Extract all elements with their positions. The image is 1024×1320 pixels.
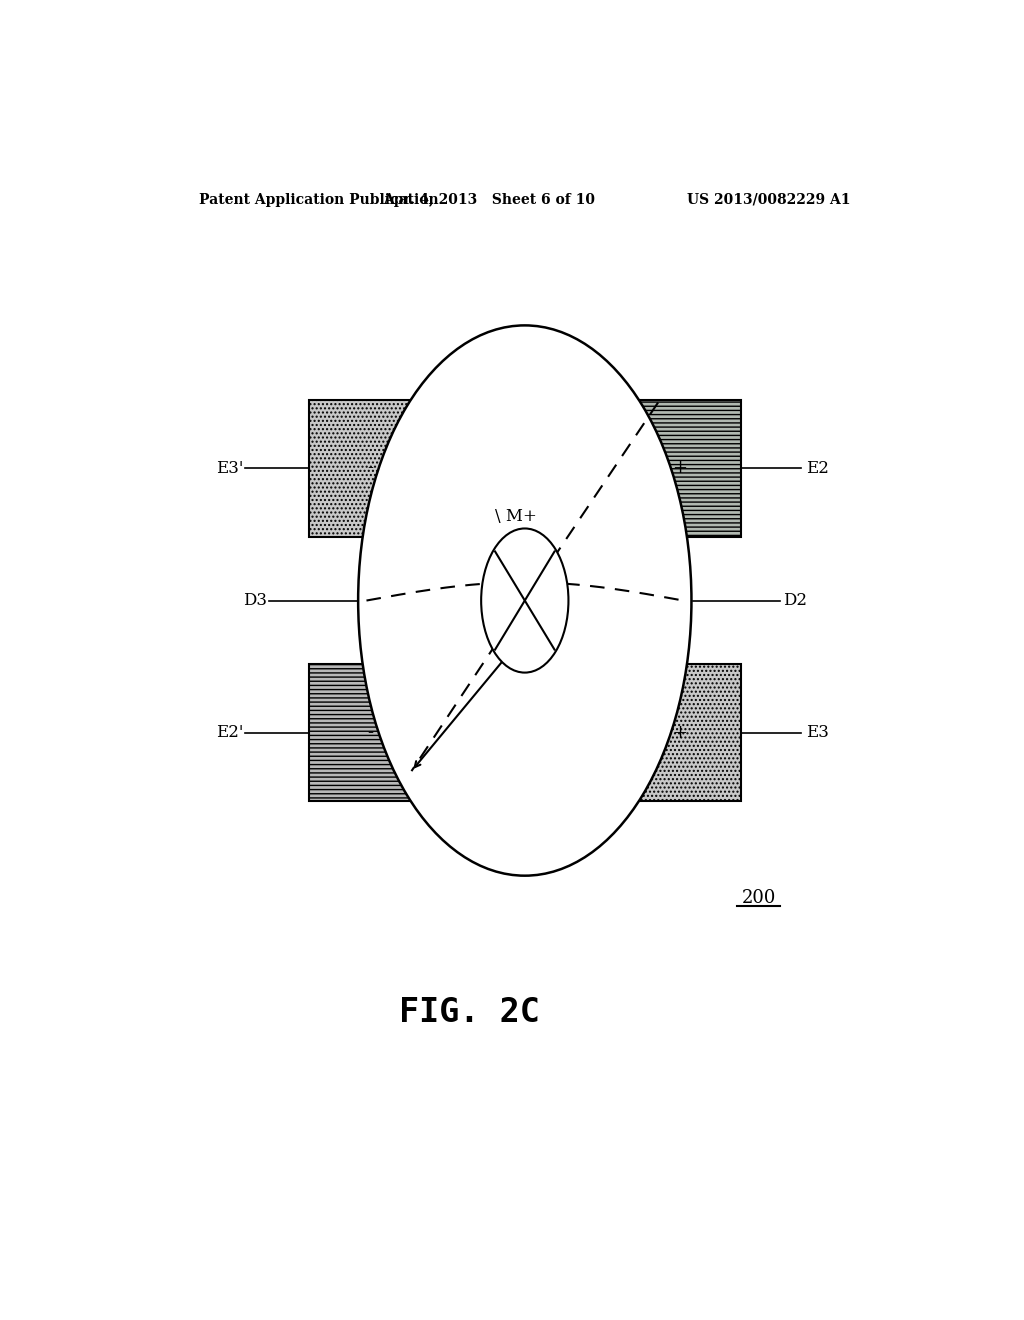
Text: -: -	[367, 459, 373, 478]
Ellipse shape	[481, 528, 568, 673]
Text: FIG. 2C: FIG. 2C	[398, 995, 540, 1028]
Text: E3: E3	[807, 725, 829, 741]
Text: E2: E2	[807, 459, 829, 477]
Text: Patent Application Publication: Patent Application Publication	[200, 193, 439, 206]
Text: \ M+: \ M+	[495, 508, 537, 524]
Text: +: +	[672, 723, 687, 742]
Bar	[618, 400, 741, 537]
Text: D2: D2	[782, 593, 807, 609]
Bar	[308, 400, 431, 537]
Text: 200: 200	[741, 890, 776, 907]
Text: E2': E2'	[216, 725, 243, 741]
Text: US 2013/0082229 A1: US 2013/0082229 A1	[687, 193, 850, 206]
Text: Apr. 4, 2013   Sheet 6 of 10: Apr. 4, 2013 Sheet 6 of 10	[383, 193, 595, 206]
Bar	[308, 664, 431, 801]
Text: +: +	[672, 459, 687, 478]
Text: E3': E3'	[216, 459, 243, 477]
Text: -: -	[367, 723, 373, 742]
Bar	[618, 664, 741, 801]
Ellipse shape	[358, 326, 691, 875]
Text: D3: D3	[243, 593, 267, 609]
